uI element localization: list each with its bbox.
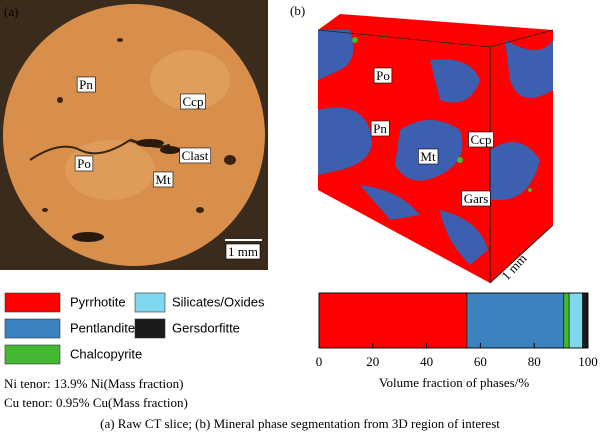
bar-segment bbox=[582, 292, 589, 349]
marker-label: Clast bbox=[182, 148, 209, 163]
legend-label: Silicates/Oxides bbox=[172, 294, 265, 309]
marker-box bbox=[373, 67, 393, 84]
marker-label: 1 mm bbox=[228, 244, 258, 259]
x-tick-label: 60 bbox=[474, 354, 487, 369]
x-axis-label: Volume fraction of phases/% bbox=[379, 375, 529, 390]
marker-box bbox=[76, 76, 96, 93]
bar-segment bbox=[568, 292, 583, 349]
legend-swatch bbox=[134, 318, 166, 339]
panel-label: (b) bbox=[290, 3, 305, 18]
legend-swatch bbox=[4, 344, 61, 365]
legend-swatch bbox=[134, 292, 166, 313]
ct-slice-image bbox=[0, 0, 268, 270]
legend-label: Chalcopyrite bbox=[70, 346, 142, 361]
caption: (a) Raw CT slice; (b) Mineral phase segm… bbox=[100, 416, 500, 431]
marker-label: Po bbox=[376, 68, 390, 83]
legend-label: Pyrrhotite bbox=[70, 294, 126, 309]
legend-swatch bbox=[4, 292, 61, 313]
marker-label: Pn bbox=[373, 121, 387, 136]
x-tick-label: 20 bbox=[366, 354, 379, 369]
marker-label: Po bbox=[77, 156, 91, 171]
marker-label: Pn bbox=[79, 77, 93, 92]
x-tick-label: 80 bbox=[528, 354, 541, 369]
marker-label: Ccp bbox=[183, 94, 204, 109]
marker-label: Ccp bbox=[471, 132, 492, 147]
marker-box bbox=[180, 93, 206, 110]
marker-box bbox=[370, 120, 390, 137]
x-tick-label: 0 bbox=[316, 354, 323, 369]
marker-box bbox=[225, 243, 261, 260]
marker-box bbox=[179, 147, 212, 164]
marker-label: Mt bbox=[155, 172, 171, 187]
bar-segment bbox=[466, 292, 565, 349]
x-tick-label: 100 bbox=[578, 354, 598, 369]
marker-box bbox=[418, 148, 439, 165]
tenor-text: Ni tenor: 13.9% Ni(Mass fraction) bbox=[4, 376, 183, 391]
tenor-text: Cu tenor: 0.95% Cu(Mass fraction) bbox=[4, 395, 188, 410]
plot-frame bbox=[318, 292, 589, 349]
marker-label: Gars bbox=[464, 191, 489, 206]
panel-label: (a) bbox=[4, 4, 18, 19]
legend-swatch bbox=[4, 318, 61, 339]
marker-label: Mt bbox=[420, 149, 436, 164]
legend-label: Pentlandite bbox=[70, 320, 135, 335]
segmentation-cube bbox=[317, 14, 554, 284]
bar-segment bbox=[563, 292, 570, 349]
legend-label: Gersdorfitte bbox=[172, 320, 240, 335]
marker-box bbox=[74, 155, 94, 172]
bar-segment bbox=[318, 292, 468, 349]
marker-box bbox=[461, 190, 491, 207]
marker-box bbox=[468, 131, 494, 148]
x-tick-label: 40 bbox=[420, 354, 433, 369]
marker-box bbox=[153, 171, 174, 188]
